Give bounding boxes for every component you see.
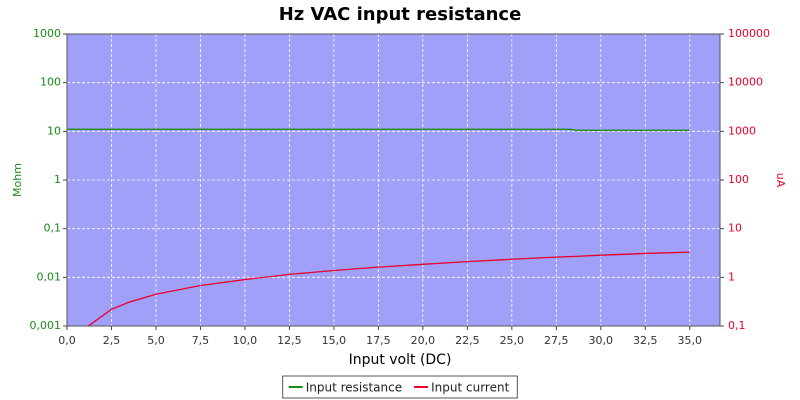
legend-label: Input current — [431, 381, 509, 395]
data-line — [67, 128, 690, 131]
y-tick-label: 0,001 — [30, 319, 62, 332]
y-tick-label: 1000 — [33, 27, 61, 40]
chart-title: Hz VAC input resistance — [279, 4, 522, 25]
x-tick-label: 12,5 — [277, 334, 302, 347]
y2-tick-label: 1000 — [728, 124, 756, 137]
y2-axis-label: uA — [774, 173, 787, 188]
x-tick-label: 20,0 — [411, 334, 436, 347]
x-tick-label: 30,0 — [589, 334, 614, 347]
y-tick-label: 0,1 — [44, 222, 62, 235]
x-tick-label: 15,0 — [322, 334, 347, 347]
y2-tick-label: 100000 — [728, 27, 770, 40]
x-tick-label: 32,5 — [633, 334, 658, 347]
x-tick-label: 25,0 — [500, 334, 525, 347]
x-tick-label: 17,5 — [366, 334, 391, 347]
x-tick-label: 10,0 — [233, 334, 258, 347]
legend: Input resistance Input current — [282, 375, 518, 399]
x-tick-label: 27,5 — [544, 334, 569, 347]
x-tick-label: 2,5 — [103, 334, 121, 347]
y-tick-label: 0,01 — [37, 270, 62, 283]
x-axis-label: Input volt (DC) — [349, 352, 452, 368]
y-axis-label: Mohm — [11, 163, 24, 197]
data-line — [87, 251, 690, 327]
x-tick-label: 7,5 — [192, 334, 210, 347]
x-tick-label: 35,0 — [678, 334, 703, 347]
legend-label: Input resistance — [306, 381, 402, 395]
y2-tick-label: 10000 — [728, 76, 763, 89]
y-tick-label: 100 — [40, 76, 61, 89]
x-tick-label: 0,0 — [58, 334, 76, 347]
y-tick-label: 1 — [54, 173, 61, 186]
y2-tick-label: 100 — [728, 173, 749, 186]
y2-tick-label: 1 — [728, 270, 735, 283]
y-tick-label: 10 — [47, 124, 61, 137]
y2-tick-label: 10 — [728, 222, 742, 235]
x-tick-label: 22,5 — [455, 334, 480, 347]
legend-box — [282, 375, 518, 399]
plot-border — [66, 33, 721, 327]
x-tick-label: 5,0 — [147, 334, 165, 347]
y2-tick-label: 0,1 — [728, 319, 746, 332]
